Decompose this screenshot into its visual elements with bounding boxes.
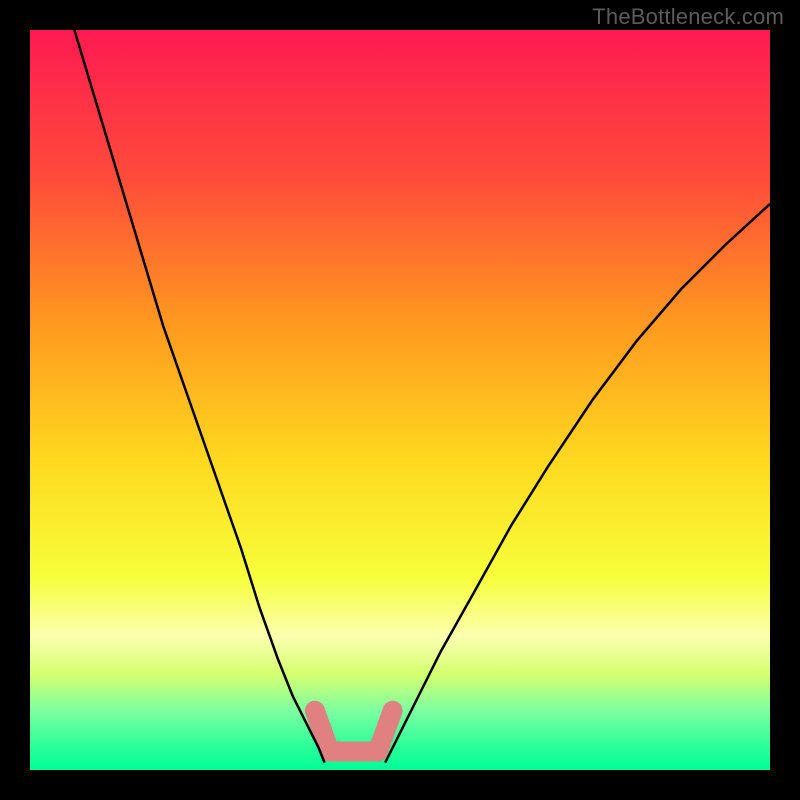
- watermark-text: TheBottleneck.com: [592, 4, 784, 30]
- plot-background: [30, 30, 770, 770]
- bottleneck-chart: [0, 0, 800, 800]
- chart-container: TheBottleneck.com: [0, 0, 800, 800]
